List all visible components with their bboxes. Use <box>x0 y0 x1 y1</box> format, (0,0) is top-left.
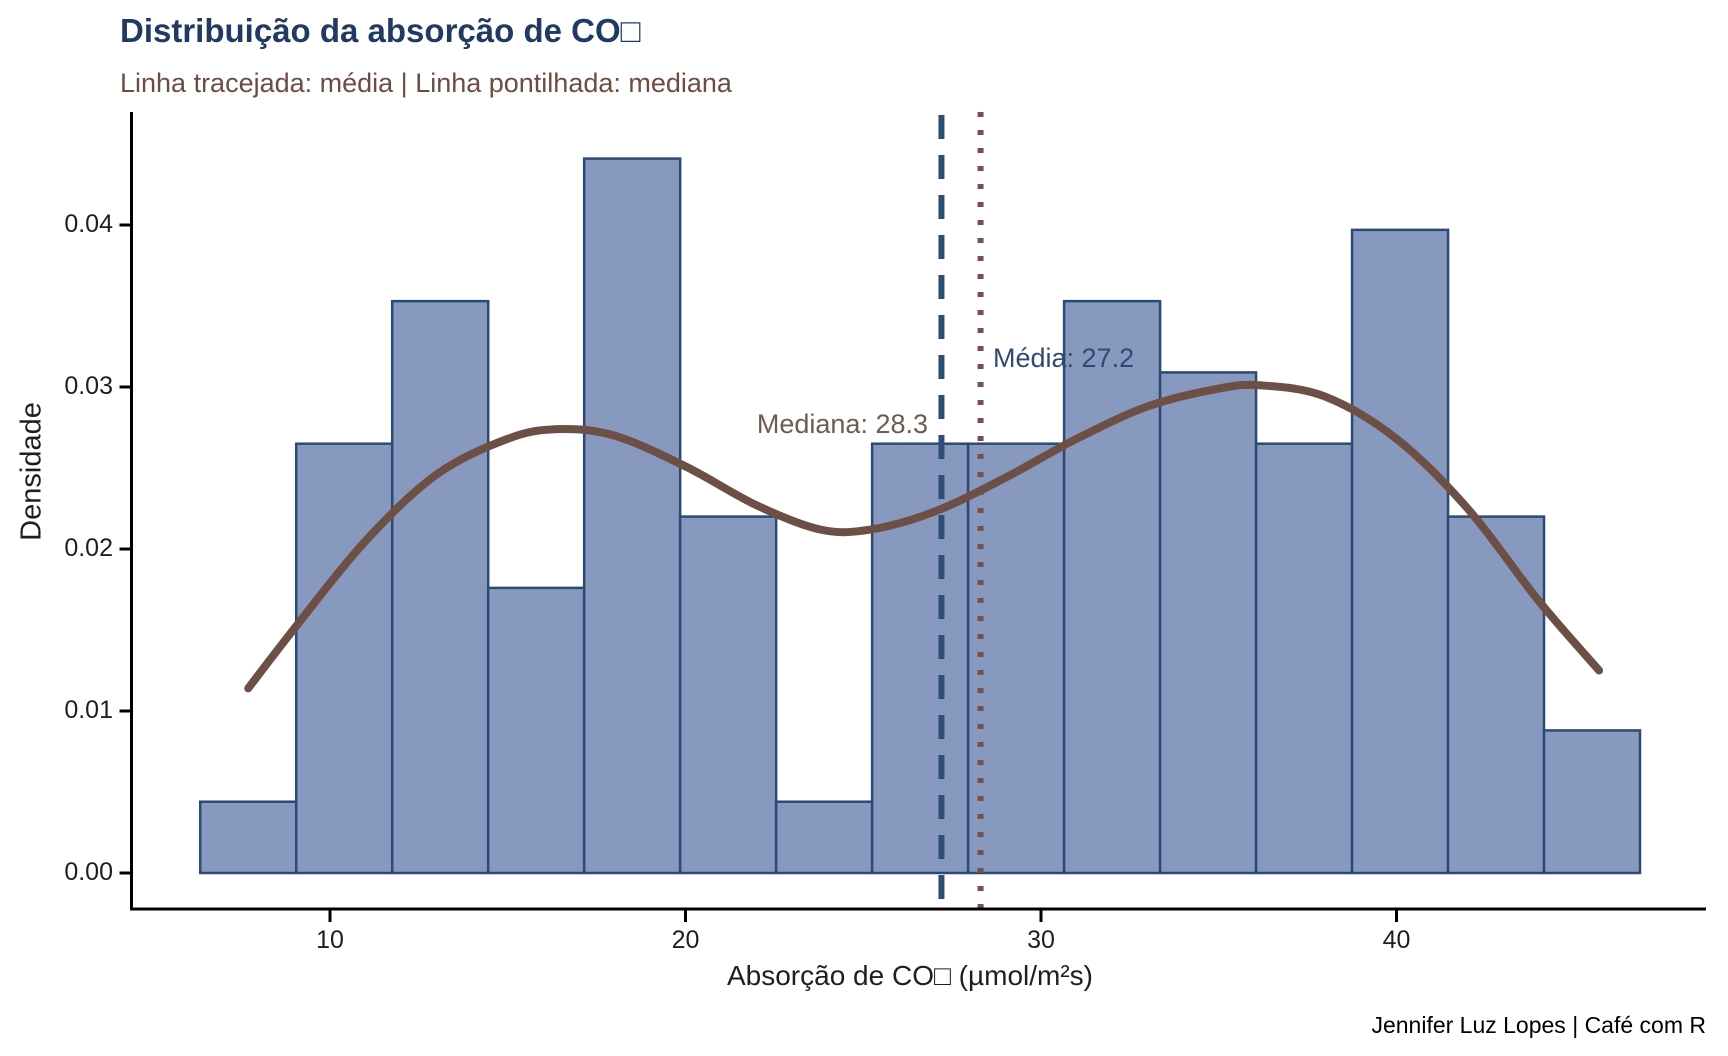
histogram-bar <box>198 800 298 875</box>
histogram-bar <box>870 442 970 875</box>
x-tick-label: 10 <box>316 926 344 954</box>
histogram-bar <box>390 299 490 875</box>
histogram-bar <box>1542 729 1642 875</box>
chart-caption: Jennifer Luz Lopes | Café com R <box>1371 1012 1706 1038</box>
median-annotation: Mediana: 28.3 <box>756 409 928 439</box>
histogram-bar <box>774 800 874 875</box>
mean-annotation: Média: 27.2 <box>993 343 1135 373</box>
x-tick-label: 20 <box>671 926 700 954</box>
y-tick-label: 0.03 <box>64 372 113 400</box>
chart-subtitle: Linha tracejada: média | Linha pontilhad… <box>120 68 732 98</box>
histogram-bar <box>294 442 394 875</box>
y-axis-title: Densidade <box>15 402 48 541</box>
histogram-bar <box>678 515 778 875</box>
y-tick-label: 0.02 <box>64 534 113 562</box>
histogram-bar <box>966 442 1066 875</box>
x-tick-label: 30 <box>1027 926 1055 954</box>
histogram-bar <box>1254 442 1354 875</box>
histogram-bar <box>582 157 682 875</box>
density-curve <box>244 380 1604 693</box>
x-tick-label: 40 <box>1382 926 1411 954</box>
histogram-bar <box>1158 371 1258 875</box>
y-tick-label: 0.01 <box>64 696 113 724</box>
histogram-bar <box>1350 228 1450 875</box>
histogram-bar <box>1062 299 1162 875</box>
y-tick-label: 0.04 <box>64 210 113 238</box>
histogram-bar <box>1446 515 1546 875</box>
histogram-bar <box>486 586 586 875</box>
y-tick-label: 0.00 <box>64 858 113 886</box>
chart-title: Distribuição da absorção de CO□ <box>120 12 641 49</box>
x-axis-title: Absorção de CO□ (µmol/m²s) <box>726 960 1093 991</box>
